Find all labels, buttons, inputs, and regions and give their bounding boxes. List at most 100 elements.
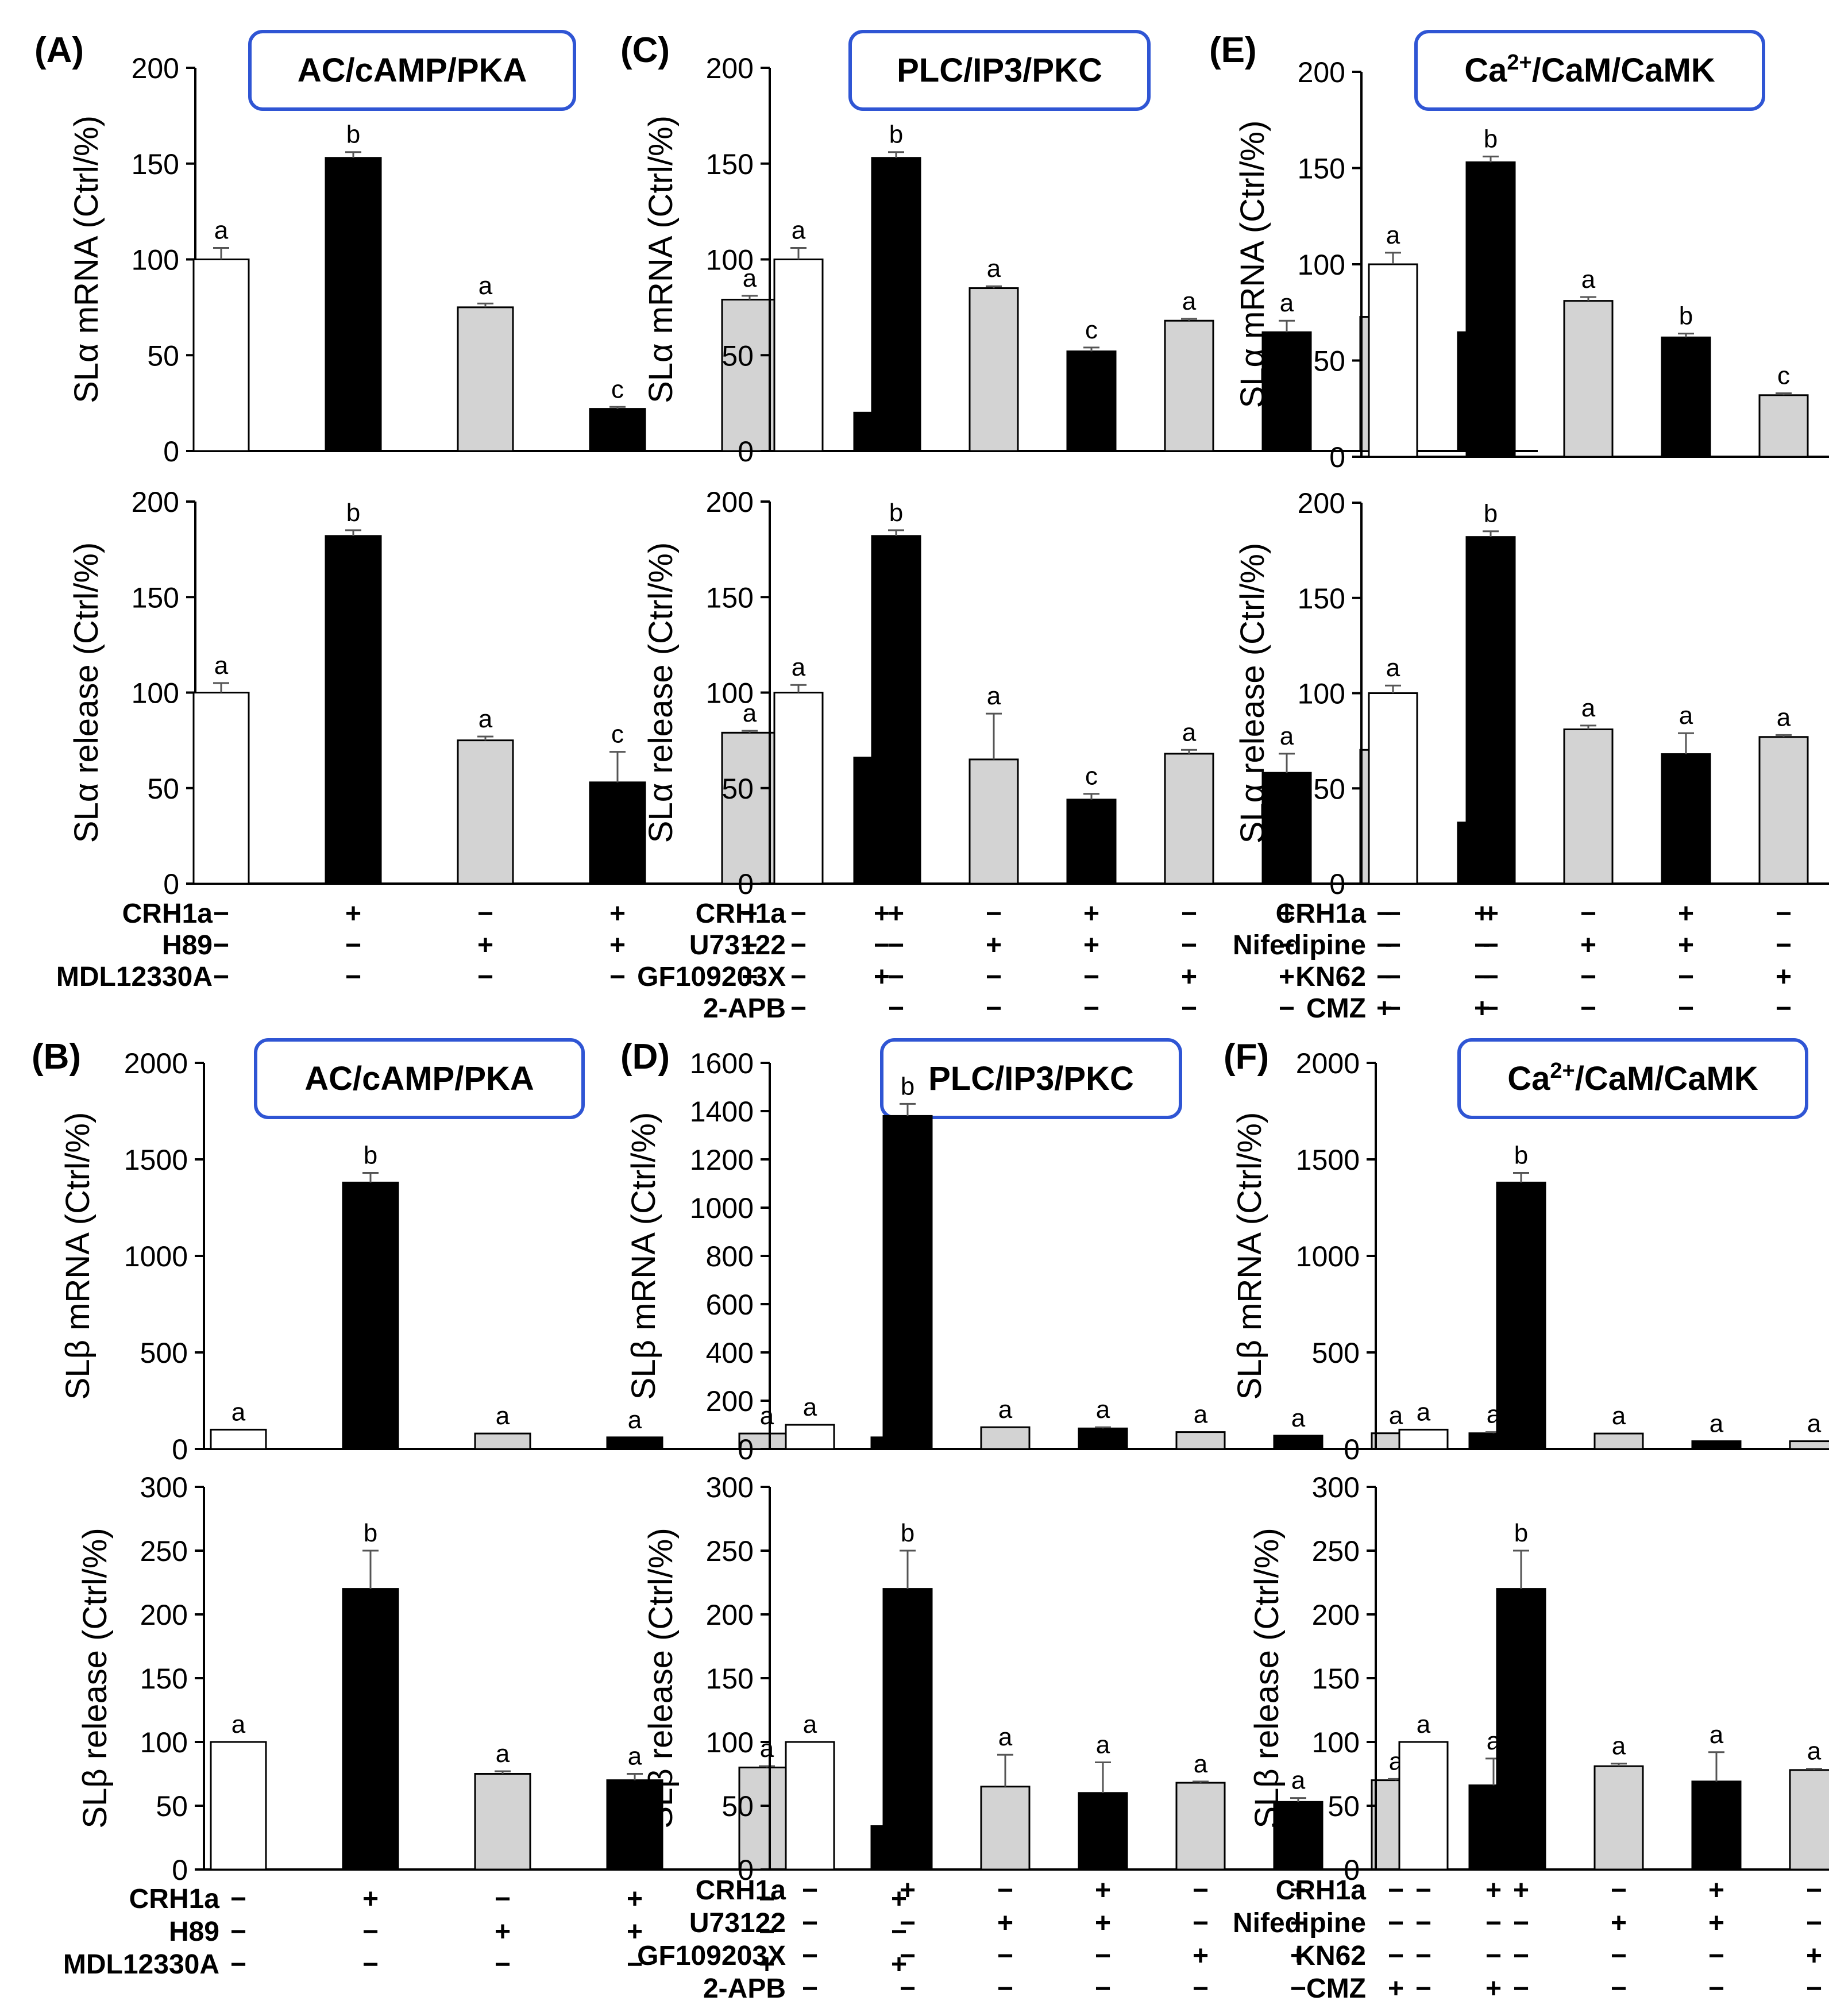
bar [1398, 1428, 1449, 1450]
significance-letter: b [346, 121, 360, 149]
treatment-sign: − [495, 1884, 511, 1914]
y-tick-label: 200 [1298, 56, 1345, 88]
treatment-sign: − [1388, 1875, 1404, 1906]
significance-letter: a [479, 272, 493, 300]
bar [1563, 728, 1614, 885]
treatment-sign: − [1708, 1973, 1724, 2004]
treatment-sign: + [874, 962, 890, 992]
significance-letter: a [231, 1398, 246, 1426]
y-axis-label: SLβ mRNA (Ctrl/%) [59, 1112, 97, 1400]
treatment-sign: − [802, 1941, 818, 1971]
treatment-sign: − [1193, 1875, 1209, 1906]
bar [882, 1115, 933, 1450]
y-axis-label: SLα release (Ctrl/%) [1234, 543, 1271, 843]
bar [871, 535, 921, 885]
significance-letter: a [743, 264, 757, 292]
bar [1789, 1769, 1829, 1871]
treatment-sign: − [213, 899, 229, 929]
significance-letter: b [901, 1519, 914, 1547]
treatment-sign: − [495, 1949, 511, 1980]
bar [606, 1779, 663, 1871]
significance-letter: b [1484, 125, 1498, 153]
y-tick-label: 1600 [690, 1047, 754, 1080]
y-tick-label: 200 [706, 1599, 754, 1631]
treatment-name: 2-APB [703, 993, 786, 1024]
significance-letter: a [628, 1743, 642, 1771]
pathway-title: PLC/IP3/PKC [897, 52, 1102, 89]
treatment-sign: − [1290, 1908, 1306, 1938]
treatment-sign: − [213, 962, 229, 992]
treatment-name: GF109203X [637, 962, 786, 992]
treatment-sign: − [1474, 930, 1490, 961]
significance-letter: a [1710, 1410, 1724, 1438]
y-tick-label: 400 [706, 1337, 754, 1369]
bar [773, 259, 824, 452]
significance-letter: a [1777, 703, 1791, 731]
treatment-sign: − [1376, 899, 1392, 929]
y-tick-label: 100 [1312, 1726, 1360, 1759]
treatment-sign: − [1776, 899, 1792, 929]
bar [1368, 263, 1418, 458]
treatment-sign: + [1474, 899, 1490, 929]
figure-a: (A) AC/cAMP/PKA 0 50 100 150 200 SLα mRNA (Ctrl… [34, 30, 941, 992]
treatment-sign: − [1095, 1941, 1111, 1971]
significance-letter: a [987, 255, 1001, 283]
treatment-sign: + [1611, 1908, 1627, 1938]
bar [1593, 1765, 1644, 1871]
y-tick-label: 50 [721, 340, 754, 372]
y-tick-label: 0 [738, 435, 754, 468]
bar [325, 535, 382, 885]
y-tick-label: 0 [1329, 868, 1345, 900]
bar [882, 1588, 933, 1871]
bar [1368, 692, 1418, 885]
treatment-sign: − [1474, 962, 1490, 992]
treatment-sign: − [362, 1917, 379, 1947]
treatment-name: KN62 [1295, 1941, 1366, 1971]
bar [589, 781, 646, 885]
bar [1164, 753, 1214, 885]
panel-label: (E) [1209, 30, 1257, 70]
bar [1078, 1792, 1128, 1871]
y-tick-label: 150 [706, 148, 754, 180]
y-tick-label: 800 [706, 1240, 754, 1273]
significance-letter: a [998, 1723, 1013, 1751]
bar [589, 408, 646, 452]
y-tick-label: 600 [706, 1289, 754, 1321]
bar [721, 299, 778, 452]
y-tick-label: 150 [706, 1663, 754, 1695]
treatment-name: GF109203X [637, 1941, 786, 1971]
y-tick-label: 100 [706, 244, 754, 276]
treatment-sign: − [609, 962, 626, 992]
y-tick-label: 0 [1344, 1854, 1360, 1886]
y-tick-label: 50 [1313, 345, 1345, 377]
panel-label: (D) [620, 1037, 670, 1077]
significance-letter: a [1096, 1731, 1110, 1759]
significance-letter: a [1389, 1402, 1403, 1430]
y-tick-label: 200 [706, 52, 754, 84]
significance-letter: a [1581, 265, 1596, 294]
treatment-name: CRH1a [1276, 899, 1367, 929]
y-tick-label: 0 [1329, 441, 1345, 473]
significance-letter: a [1096, 1396, 1110, 1424]
significance-letter: a [1417, 1398, 1431, 1426]
y-tick-label: 50 [147, 340, 179, 372]
significance-letter: b [901, 1072, 914, 1100]
pathway-title: Ca2+/CaM/CaMK [1507, 1059, 1758, 1097]
y-tick-label: 300 [1312, 1471, 1360, 1504]
treatment-sign: − [477, 899, 493, 929]
treatment-sign: − [1181, 899, 1197, 929]
treatment-sign: − [888, 930, 904, 961]
bar [1465, 161, 1516, 458]
treatment-name: 2-APB [703, 1973, 786, 2004]
significance-letter: b [889, 499, 903, 527]
significance-letter: b [1514, 1142, 1528, 1170]
significance-letter: b [364, 1519, 377, 1547]
significance-letter: a [1581, 694, 1596, 722]
treatment-sign: + [1485, 1875, 1502, 1906]
panel-label: (F) [1224, 1037, 1269, 1077]
